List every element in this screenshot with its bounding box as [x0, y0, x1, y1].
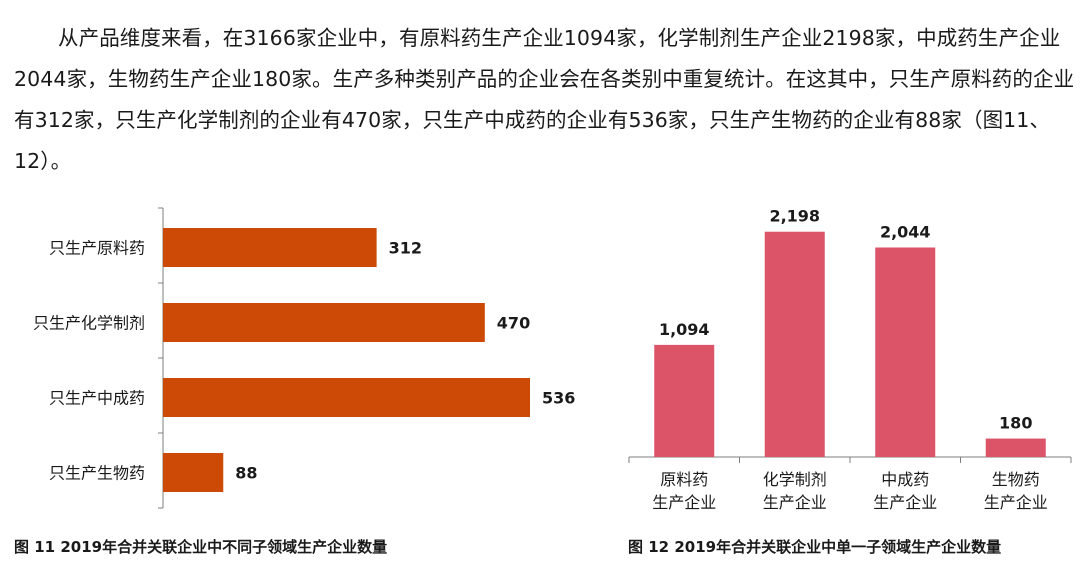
category-label: 只生产化学制剂	[33, 314, 145, 333]
data-label: 2,198	[769, 207, 820, 226]
category-label: 生产企业	[652, 493, 716, 512]
bar	[875, 247, 936, 457]
figure-11-caption: 图 11 2019年合并关联企业中不同子领域生产企业数量	[14, 538, 388, 556]
category-label: 化学制剂	[763, 470, 827, 489]
bar	[764, 231, 825, 457]
data-label: 312	[389, 239, 422, 258]
category-label: 中成药	[881, 470, 929, 489]
category-label: 只生产原料药	[49, 239, 145, 258]
chart-single-segment-companies: 只生产原料药 312 只生产化学制剂 470 只生产中成药 536 只生产生物药 88	[33, 207, 575, 509]
data-label: 2,044	[880, 222, 931, 241]
data-label: 88	[235, 464, 257, 483]
category-label: 生物药	[992, 470, 1040, 489]
category-label: 原料药	[660, 470, 708, 489]
category-label: 只生产中成药	[49, 389, 145, 408]
bar	[163, 453, 224, 492]
data-label: 180	[999, 414, 1032, 433]
category-label: 生产企业	[873, 493, 937, 512]
bar	[985, 438, 1046, 457]
figure-12-caption: 图 12 2019年合并关联企业中单一子领域生产企业数量	[628, 538, 1002, 556]
data-label: 536	[542, 389, 575, 408]
intro-paragraph: 从产品维度来看，在3166家企业中，有原料药生产企业1094家，化学制剂生产企业…	[14, 26, 1075, 173]
bar	[163, 228, 377, 267]
category-label: 生产企业	[984, 493, 1048, 512]
data-label: 1,094	[659, 320, 710, 339]
bar	[654, 344, 715, 457]
category-label: 生产企业	[763, 493, 827, 512]
bar	[163, 303, 485, 342]
category-label: 只生产生物药	[49, 464, 145, 483]
chart-segment-companies: 1,094 原料药生产企业 2,198 化学制剂生产企业 2,044 中成药生产企业 180…	[628, 207, 1072, 512]
bar	[163, 378, 530, 417]
data-label: 470	[497, 314, 530, 333]
